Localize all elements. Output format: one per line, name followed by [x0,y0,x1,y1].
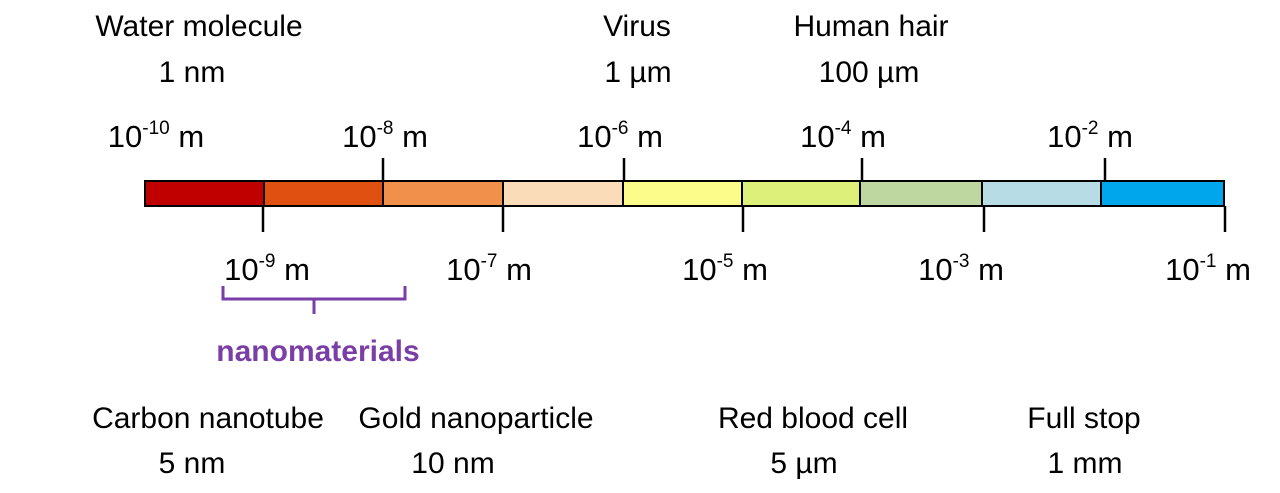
object-size-virus: 1 µm [604,56,672,89]
scale-segment [384,182,504,205]
tick-label-1e-6: 10-6 m [577,118,663,154]
tick-marks [261,158,1227,232]
object-name-gold-nanoparticle: Gold nanoparticle [358,402,594,435]
scale-segment [742,182,862,205]
tick-label-1e-8: 10-8 m [342,118,428,154]
object-size-human-hair: 100 µm [818,56,920,89]
tick-label-1e-7: 10-7 m [446,251,532,287]
scale-segment [982,182,1103,205]
scale-segment [624,182,743,205]
scale-segment [146,182,265,205]
object-size-full-stop: 1 mm [1047,447,1123,480]
object-size-red-blood-cell: 5 µm [770,447,838,480]
tick-label-1e-3: 10-3 m [918,251,1004,287]
nanomaterials-brace [221,286,407,314]
tick-label-1e-9: 10-9 m [224,251,310,287]
object-name-carbon-nanotube: Carbon nanotube [92,402,324,435]
nanomaterials-label: nanomaterials [216,335,420,368]
tick-label-1e-4: 10-4 m [800,118,886,154]
scale-segment [861,182,983,205]
object-size-carbon-nanotube: 5 nm [158,447,226,480]
tick-label-1e-10: 10-10 m [107,118,205,154]
scale-segment [264,182,385,205]
object-name-red-blood-cell: Red blood cell [717,402,909,435]
object-name-full-stop: Full stop [1027,402,1141,435]
tick-label-1e-2: 10-2 m [1047,118,1133,154]
object-size-water-molecule: 1 nm [158,56,226,89]
object-name-virus: Virus [603,10,671,43]
size-scale-bar [144,180,1225,207]
object-name-water-molecule: Water molecule [95,10,303,43]
tick-label-1e-1: 10-1 m [1165,251,1251,287]
object-size-gold-nanoparticle: 10 nm [411,447,495,480]
tick-label-1e-5: 10-5 m [682,251,768,287]
scale-segment [1102,182,1224,205]
object-name-human-hair: Human hair [793,10,949,43]
scale-segment [503,182,625,205]
